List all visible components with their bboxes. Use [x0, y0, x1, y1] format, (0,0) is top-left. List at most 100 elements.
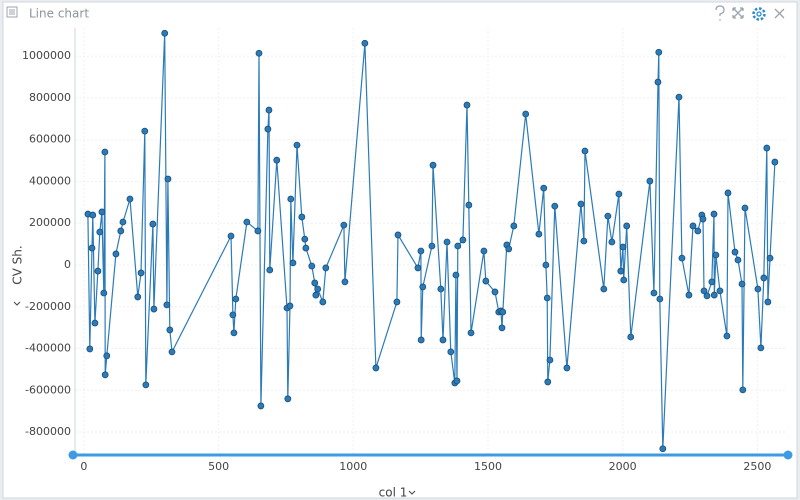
- data-point: [134, 293, 142, 301]
- data-point: [414, 264, 422, 272]
- data-point: [499, 308, 507, 316]
- data-point: [675, 93, 683, 101]
- data-point: [101, 148, 109, 156]
- data-point: [361, 39, 369, 47]
- data-point: [480, 247, 488, 255]
- data-point: [577, 200, 585, 208]
- settings-icon-center: [756, 11, 762, 17]
- data-point: [428, 242, 436, 250]
- y-axis-label[interactable]: CV Sh.: [11, 245, 25, 284]
- data-point: [417, 336, 425, 344]
- data-point: [608, 238, 616, 246]
- data-point: [393, 298, 401, 306]
- data-point: [293, 141, 301, 149]
- data-point: [619, 243, 627, 251]
- data-point: [454, 242, 462, 250]
- data-point: [94, 267, 102, 275]
- x-range-handle[interactable]: [68, 450, 78, 460]
- data-point: [656, 295, 664, 303]
- y-tick-label: 600000: [29, 133, 71, 146]
- data-point: [766, 254, 774, 262]
- data-point: [710, 291, 718, 299]
- data-point: [141, 127, 149, 135]
- data-point: [482, 277, 490, 285]
- data-point: [650, 289, 658, 297]
- settings-icon[interactable]: [752, 7, 766, 21]
- data-point: [678, 254, 686, 262]
- data-point: [101, 371, 109, 379]
- data-point: [620, 276, 628, 284]
- x-tick-label: 500: [208, 460, 229, 473]
- data-point: [491, 288, 499, 296]
- data-point: [685, 291, 693, 299]
- data-point: [311, 279, 319, 287]
- data-point: [429, 161, 437, 169]
- data-point: [498, 324, 506, 332]
- data-point: [544, 378, 552, 386]
- data-point: [580, 237, 588, 245]
- data-point: [505, 245, 513, 253]
- data-point: [322, 264, 330, 272]
- data-point: [646, 177, 654, 185]
- data-point: [301, 235, 309, 243]
- data-point: [623, 222, 631, 230]
- data-point: [627, 333, 635, 341]
- y-tick-label: 1000000: [22, 49, 71, 62]
- data-point: [230, 329, 238, 337]
- data-point: [264, 125, 272, 133]
- data-point: [103, 352, 111, 360]
- panel-menu-icon[interactable]: [6, 6, 18, 18]
- data-point: [340, 221, 348, 229]
- close-icon[interactable]: [774, 8, 785, 19]
- data-point: [314, 285, 322, 293]
- data-point: [764, 298, 772, 306]
- fullscreen-icon[interactable]: [732, 7, 744, 19]
- data-point: [286, 302, 294, 310]
- data-point: [465, 201, 473, 209]
- data-point: [265, 106, 273, 114]
- data-point: [227, 232, 235, 240]
- data-point: [731, 248, 739, 256]
- data-point: [738, 280, 746, 288]
- y-tick-label: 800000: [29, 91, 71, 104]
- plot-area: -800000 -600000 -400000 -200000 0 200000 40000…: [22, 28, 793, 473]
- data-point: [243, 218, 251, 226]
- data-point: [372, 364, 380, 372]
- data-point: [443, 238, 451, 246]
- data-point: [273, 156, 281, 164]
- data-point: [287, 195, 295, 203]
- data-point: [257, 402, 265, 410]
- data-point: [119, 218, 127, 226]
- data-point: [581, 147, 589, 155]
- data-point: [289, 259, 297, 267]
- data-point: [86, 345, 94, 353]
- y-axis-dropdown[interactable]: [13, 301, 21, 306]
- x-range-handle[interactable]: [783, 450, 793, 460]
- y-tick-label: 400000: [29, 174, 71, 187]
- data-point: [694, 227, 702, 235]
- data-point: [96, 228, 104, 236]
- x-axis-label[interactable]: col 1: [379, 486, 408, 500]
- data-point: [254, 227, 262, 235]
- data-point: [615, 190, 623, 198]
- data-point: [255, 49, 263, 57]
- help-icon[interactable]: [715, 5, 725, 21]
- x-axis-dropdown[interactable]: [408, 490, 416, 495]
- y-tick-label: -200000: [25, 300, 71, 313]
- data-point: [716, 287, 724, 295]
- x-tick-label: 1500: [474, 460, 502, 473]
- window-title: Line chart: [29, 7, 89, 21]
- data-point: [700, 287, 708, 295]
- data-point: [112, 250, 120, 258]
- x-tick-label: 2500: [743, 460, 771, 473]
- data-point: [522, 110, 530, 118]
- data-point: [91, 319, 99, 327]
- data-point: [163, 301, 171, 309]
- data-point: [298, 213, 306, 221]
- data-point: [703, 292, 711, 300]
- data-point: [117, 227, 125, 235]
- x-tick-label: 1000: [339, 460, 367, 473]
- data-point: [447, 348, 455, 356]
